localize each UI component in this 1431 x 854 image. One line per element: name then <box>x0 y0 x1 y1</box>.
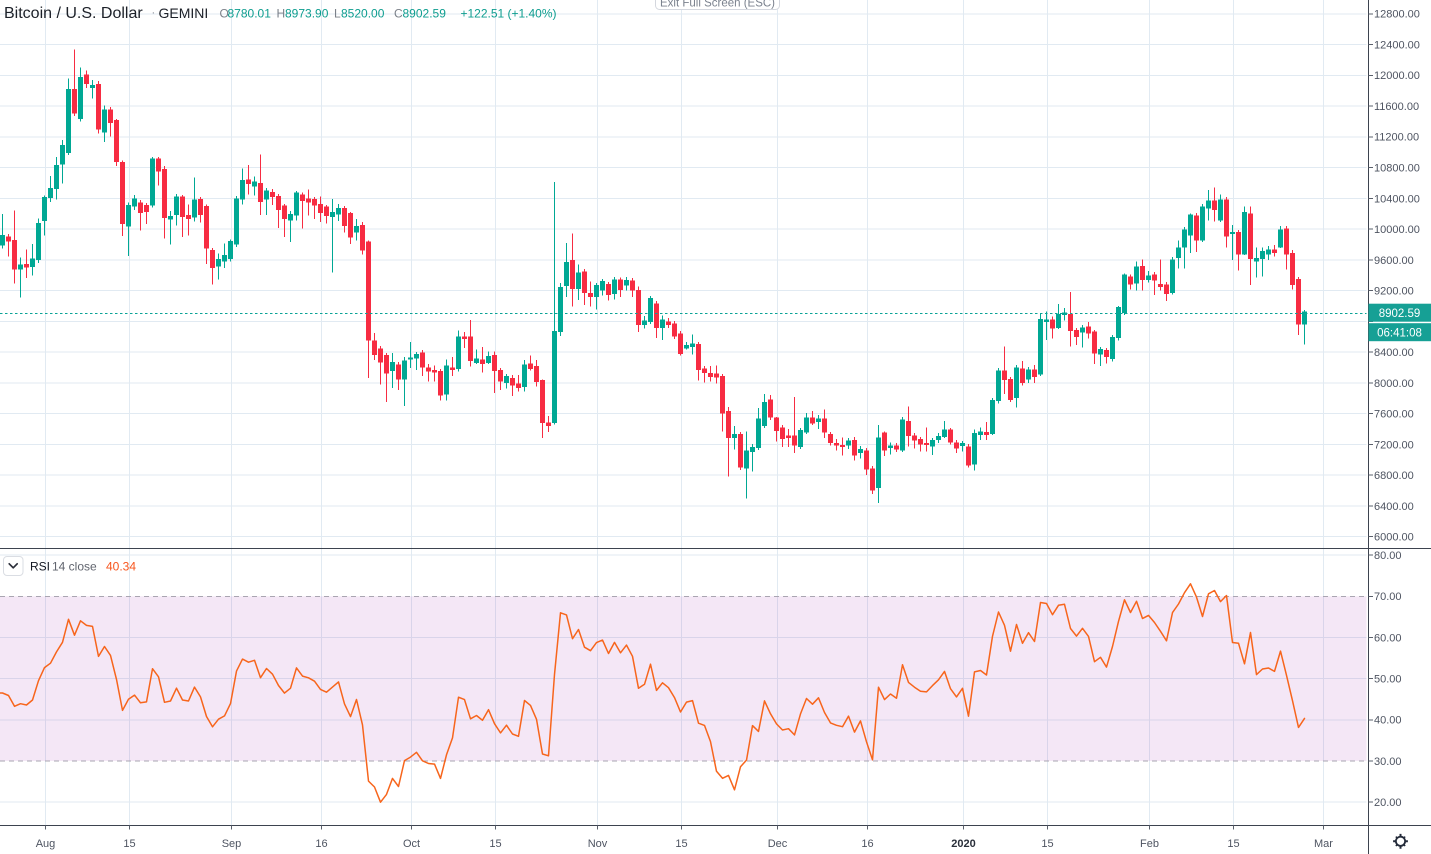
svg-text:15: 15 <box>1227 838 1239 850</box>
svg-text:80.00: 80.00 <box>1374 550 1402 562</box>
svg-text:30.00: 30.00 <box>1374 756 1402 768</box>
svg-text:Nov: Nov <box>588 838 608 850</box>
svg-text:RSI: RSI <box>30 560 50 574</box>
svg-text:GEMINI: GEMINI <box>159 5 209 21</box>
svg-text:6000.00: 6000.00 <box>1374 532 1414 544</box>
svg-text:16: 16 <box>861 838 873 850</box>
svg-text:8400.00: 8400.00 <box>1374 347 1414 359</box>
svg-text:15: 15 <box>675 838 687 850</box>
svg-text:Exit Full Screen (ESC): Exit Full Screen (ESC) <box>660 0 775 10</box>
svg-text:11600.00: 11600.00 <box>1374 101 1419 113</box>
svg-text:(+1.40%): (+1.40%) <box>508 7 557 21</box>
svg-text:12400.00: 12400.00 <box>1374 40 1420 52</box>
svg-text:8902.59: 8902.59 <box>403 7 447 21</box>
svg-text:9200.00: 9200.00 <box>1374 286 1414 298</box>
svg-text:·: · <box>152 7 156 19</box>
svg-text:2020: 2020 <box>951 838 975 850</box>
svg-text:Oct: Oct <box>403 838 420 850</box>
svg-text:60.00: 60.00 <box>1374 632 1402 644</box>
svg-text:H: H <box>277 7 286 21</box>
svg-text:Feb: Feb <box>1140 838 1159 850</box>
svg-text:8520.00: 8520.00 <box>341 7 385 21</box>
svg-text:20.00: 20.00 <box>1374 797 1402 809</box>
svg-text:7600.00: 7600.00 <box>1374 409 1414 421</box>
svg-text:8000.00: 8000.00 <box>1374 378 1414 390</box>
svg-text:Sep: Sep <box>222 838 242 850</box>
svg-text:9600.00: 9600.00 <box>1374 255 1414 267</box>
svg-text:15: 15 <box>1041 838 1053 850</box>
svg-text:10800.00: 10800.00 <box>1374 163 1420 175</box>
svg-text:12800.00: 12800.00 <box>1374 9 1420 21</box>
svg-text:14 close: 14 close <box>52 560 97 574</box>
svg-text:8973.90: 8973.90 <box>285 7 329 21</box>
svg-text:50.00: 50.00 <box>1374 674 1402 686</box>
svg-text:10400.00: 10400.00 <box>1374 193 1420 205</box>
svg-text:16: 16 <box>315 838 327 850</box>
svg-text:70.00: 70.00 <box>1374 591 1402 603</box>
svg-text:10000.00: 10000.00 <box>1374 224 1420 236</box>
svg-text:8780.01: 8780.01 <box>228 7 272 21</box>
svg-text:40.00: 40.00 <box>1374 715 1402 727</box>
svg-text:L: L <box>334 7 341 21</box>
svg-text:Mar: Mar <box>1314 838 1333 850</box>
svg-text:6800.00: 6800.00 <box>1374 470 1414 482</box>
svg-text:+122.51: +122.51 <box>461 7 505 21</box>
svg-text:C: C <box>394 7 403 21</box>
svg-text:11200.00: 11200.00 <box>1374 132 1419 144</box>
svg-text:15: 15 <box>123 838 135 850</box>
svg-text:Bitcoin / U.S. Dollar: Bitcoin / U.S. Dollar <box>4 5 143 22</box>
svg-text:6400.00: 6400.00 <box>1374 501 1414 513</box>
svg-text:Dec: Dec <box>768 838 788 850</box>
svg-text:15: 15 <box>489 838 501 850</box>
svg-text:06:41:08: 06:41:08 <box>1377 327 1422 339</box>
svg-text:12000.00: 12000.00 <box>1374 70 1420 82</box>
svg-text:8902.59: 8902.59 <box>1379 308 1421 320</box>
svg-text:Aug: Aug <box>36 838 56 850</box>
svg-text:O: O <box>220 7 229 21</box>
svg-text:7200.00: 7200.00 <box>1374 439 1414 451</box>
svg-text:40.34: 40.34 <box>106 560 136 574</box>
